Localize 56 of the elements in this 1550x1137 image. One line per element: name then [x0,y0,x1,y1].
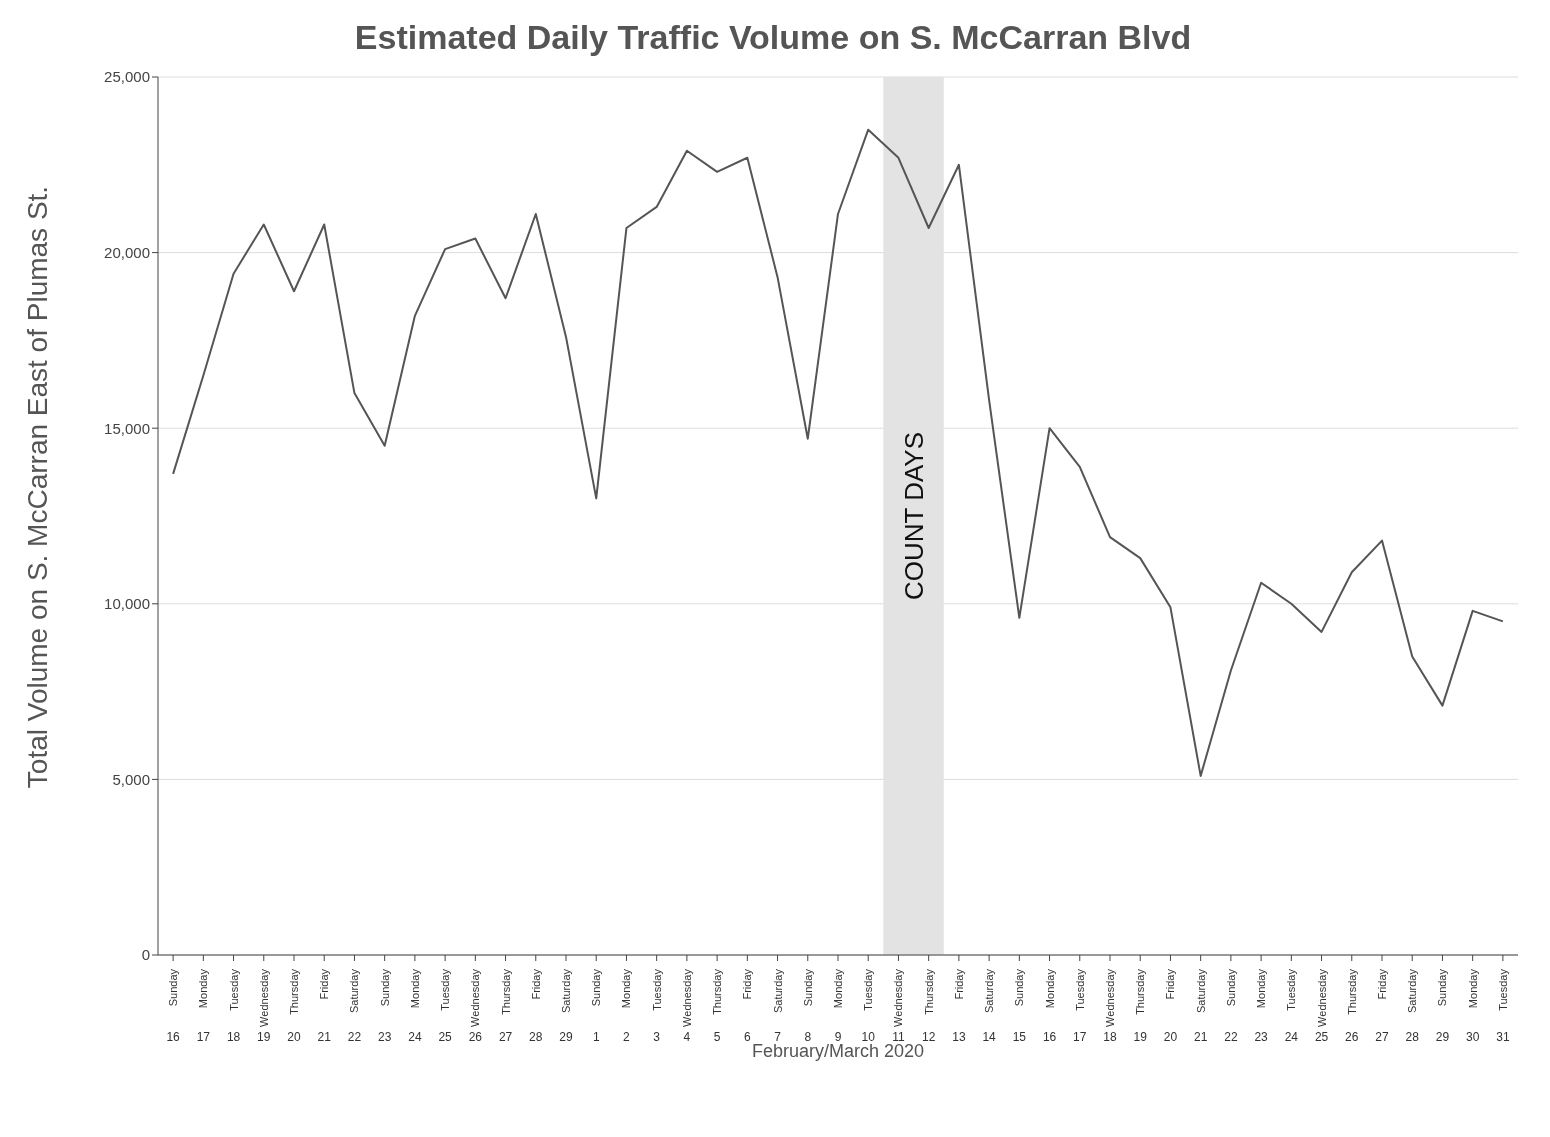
category-label: Saturday 22 [347,969,362,1044]
band-label: COUNT DAYS [898,431,929,601]
category-label: Friday 13 [952,969,966,1044]
category-label: Monday 23 [1254,969,1268,1044]
category-label: Saturday 21 [1193,969,1208,1044]
x-axis-title: February/March 2020 [751,1041,925,1061]
x-tick-label: Wednesday 4 [680,968,693,1044]
category-label: Friday 21 [317,969,331,1044]
y-tick-label: 0 [141,946,150,964]
y-axis-title: Total Volume on S. McCarran East of Plumas St. [22,185,54,789]
category-label: Tuesday 3 [650,969,663,1044]
category-label: Thursday 12 [921,969,936,1044]
category-label: Thursday 20 [287,969,301,1044]
x-tick-label: Wednesday 25 [1314,968,1329,1044]
x-tick-label: Wednesday 26 [468,968,483,1044]
category-label: Friday 20 [1163,969,1178,1044]
category-label: Sunday 8 [801,969,814,1044]
category-label: Thursday 19 [1133,969,1147,1044]
category-label: Monday 17 [196,969,211,1044]
category-label: Sunday 16 [166,969,180,1044]
category-label: Friday 27 [1375,969,1389,1044]
category-label: Sunday 22 [1224,969,1238,1044]
x-tick-label: Wednesday 18 [1103,968,1117,1044]
category-label: Tuesday 17 [1073,969,1087,1044]
category-label: Friday 28 [529,969,543,1044]
y-tick-label: 20,000 [104,243,150,261]
category-label: Sunday 29 [1435,969,1450,1044]
category-label: Tuesday 25 [438,969,452,1044]
category-label: Tuesday 31 [1496,969,1510,1044]
chart-title: Estimated Daily Traffic Volume on S. McCarran Blvd [353,17,1193,57]
category-label: Monday 9 [832,969,844,1044]
category-label: Monday 16 [1042,969,1057,1044]
category-label: Sunday 23 [377,969,392,1044]
x-tick-label: Wednesday 19 [257,968,271,1044]
x-tick-label: Wednesday 11 [892,968,905,1044]
y-tick-label: 10,000 [104,595,150,613]
category-label: Friday 6 [741,969,754,1044]
line-series [172,128,1504,777]
category-label: Thursday 26 [1345,969,1359,1044]
category-label: Thursday 5 [711,969,724,1044]
category-label: Saturday 14 [982,969,996,1044]
y-tick-label: 15,000 [104,419,150,437]
category-label: Monday 24 [408,969,422,1044]
category-label: Tuesday 18 [226,969,241,1044]
category-label: Tuesday 10 [861,969,875,1044]
category-label: Monday 2 [620,969,633,1044]
category-label: Sunday 1 [590,969,603,1044]
category-label: Thursday 27 [498,969,513,1044]
category-label: Saturday 28 [1405,969,1419,1044]
category-label: Sunday 15 [1012,969,1027,1044]
category-label: Tuesday 24 [1284,969,1299,1044]
y-tick-label: 5,000 [112,770,150,788]
category-label: Saturday 29 [559,969,573,1044]
category-label: Monday 30 [1465,969,1480,1044]
y-tick-label: 25,000 [104,68,150,86]
category-label: Saturday 7 [771,969,784,1044]
